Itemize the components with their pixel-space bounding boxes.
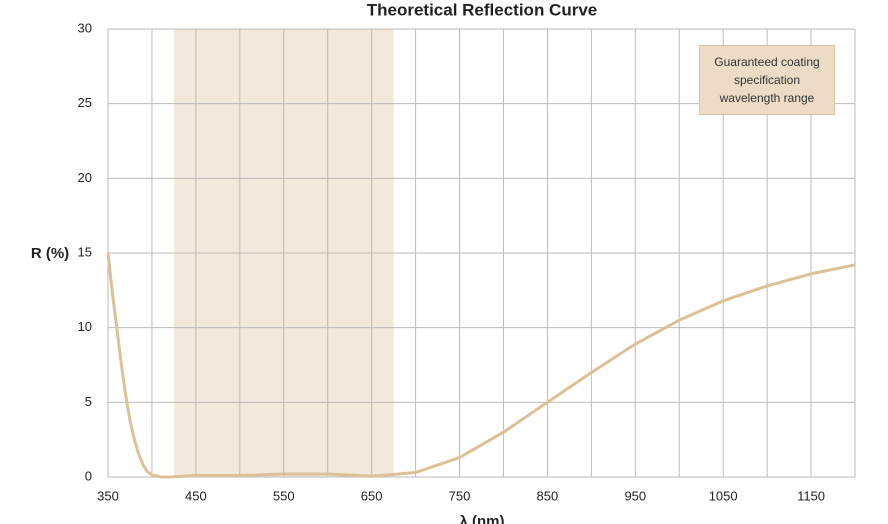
x-tick-label: 850	[537, 488, 559, 503]
x-tick-label: 750	[449, 488, 471, 503]
y-tick-label: 30	[78, 20, 92, 35]
y-axis-label: R (%)	[31, 245, 69, 262]
x-tick-label: 950	[624, 488, 646, 503]
x-axis-label: λ (nm)	[460, 513, 505, 524]
y-tick-label: 10	[78, 319, 92, 334]
y-tick-label: 15	[78, 244, 92, 259]
x-tick-label: 1150	[797, 488, 825, 503]
chart-title: Theoretical Reflection Curve	[367, 0, 598, 19]
x-tick-label: 550	[273, 488, 295, 503]
y-tick-label: 0	[85, 468, 92, 483]
x-tick-label: 1050	[709, 488, 738, 503]
x-tick-label: 350	[97, 488, 119, 503]
y-tick-label: 5	[85, 394, 92, 409]
band-legend: Guaranteed coating specification wavelen…	[699, 45, 835, 115]
y-tick-label: 25	[78, 95, 92, 110]
reflection-curve	[106, 252, 856, 479]
x-tick-label: 450	[185, 488, 207, 503]
y-tick-label: 20	[78, 170, 92, 185]
x-tick-label: 650	[361, 488, 383, 503]
